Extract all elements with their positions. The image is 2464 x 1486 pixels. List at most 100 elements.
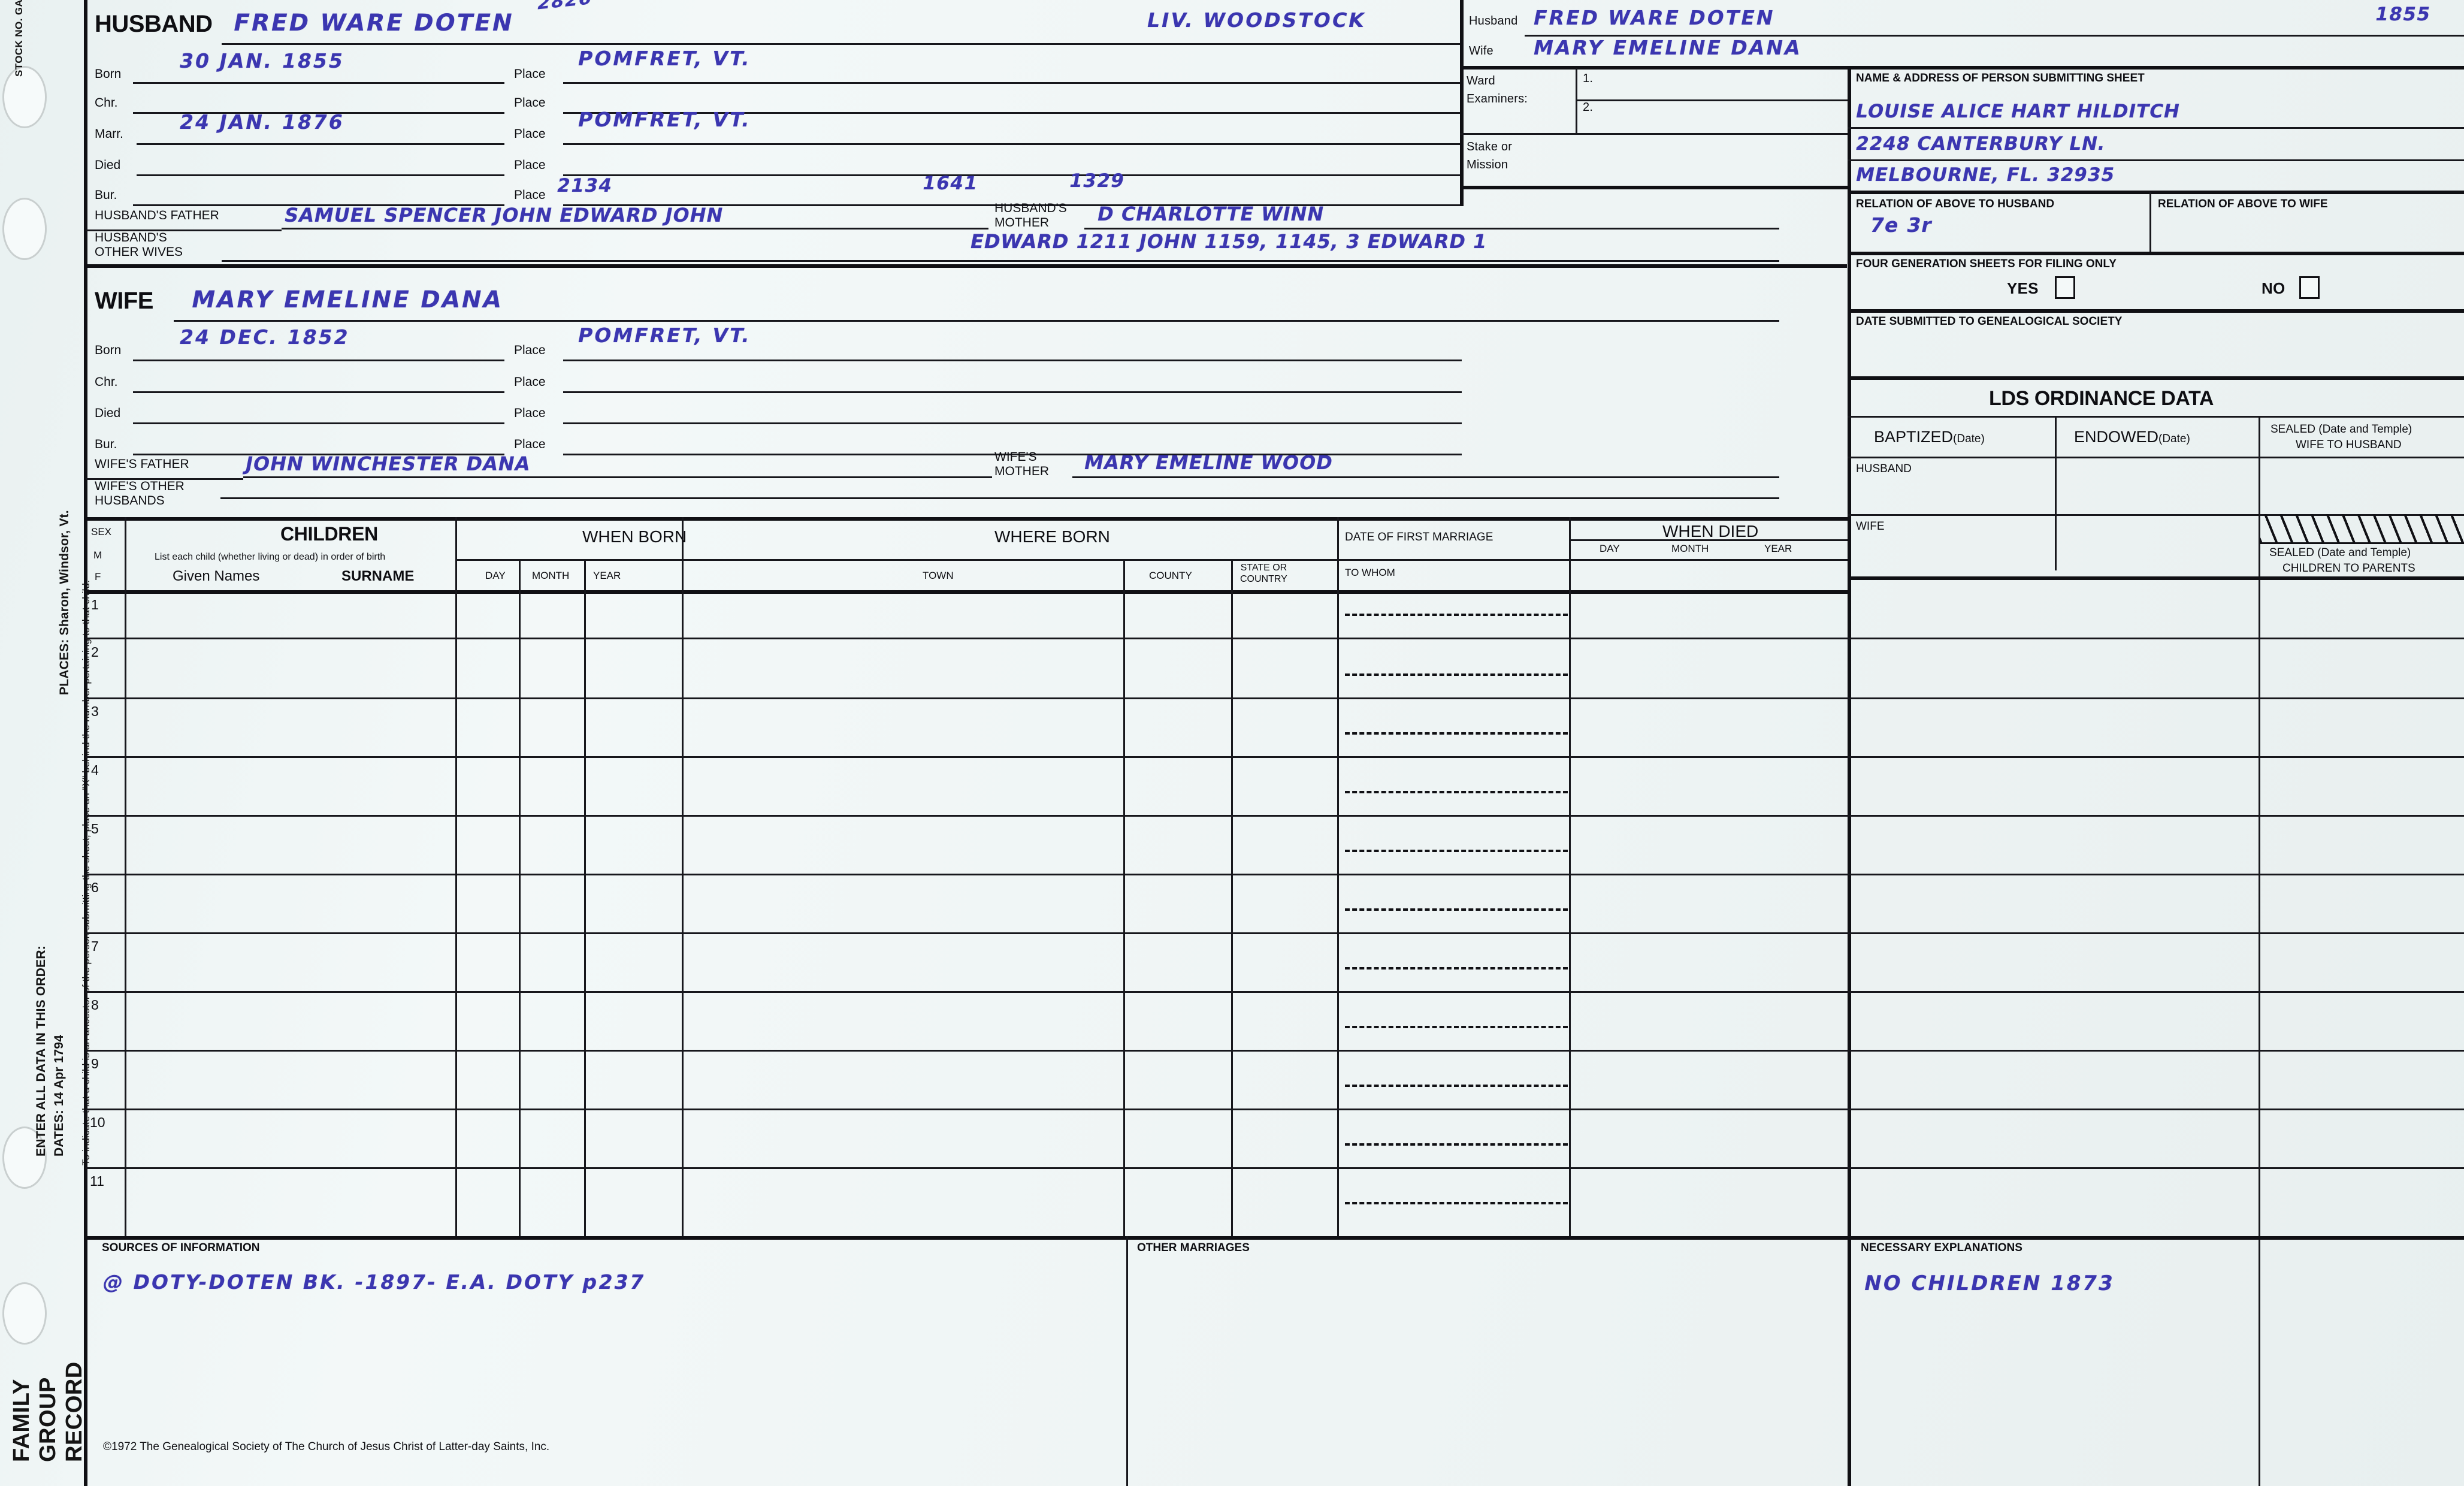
four-generation-yes-label: YES [2007,279,2039,297]
children-sex-label: SEX [91,526,112,537]
husband-section-label: HUSBAND [95,11,213,37]
husband-mother-rule [1084,228,1779,229]
children-surname-label: SURNAME [341,568,415,584]
lds-child-row-rule-1 [1848,638,2464,639]
wife-mother-value: MARY EMELINE WOOD [1082,451,1335,474]
lds-sealed-children-parents-l1: SEALED (Date and Temple) [2269,546,2411,559]
child-row-rule-9 [86,1109,1848,1110]
husband-chr-place-rule [563,112,1462,114]
necessary-explanations-label: NECESSARY EXPLANATIONS [1861,1242,2022,1254]
relation-col-divider [2149,192,2151,252]
lds-header-bottom-rule [1848,457,2464,458]
husband-bur-place-label: Place [514,188,546,202]
husband-chr-label: Chr. [95,96,118,110]
page-left-border [84,0,87,1486]
wife-died-place-label: Place [514,406,546,420]
ward-examiners-label: Ward Examiners: [1467,74,1528,105]
children-table-bottom-rule [86,1236,1848,1240]
relation-row-bottom-rule [1848,252,2464,255]
wife-died-label: Died [95,406,121,420]
husband-father-section-divider [86,229,282,231]
wife-father-section-divider [86,478,243,480]
enter-order-line1: ENTER ALL DATA IN THIS ORDER: [34,946,48,1156]
died-day-header: DAY [1600,543,1620,554]
lds-wife-row-bottom-rule [1848,576,2464,580]
children-given-names-label: Given Names [173,568,260,584]
summary-wife-label: Wife [1469,44,1493,58]
col-divider-born-day [519,559,521,1236]
husband-bur-date-rule [133,204,504,206]
wife-born-label: Born [95,343,122,357]
wife-mother-label: WIFE'S MOTHER [994,450,1049,478]
four-generation-yes-checkbox[interactable] [2055,276,2075,299]
col-divider-county [1231,559,1233,1236]
child-row-rule-1 [86,638,1848,639]
husband-marr-place-label: Place [514,127,546,141]
marriage-date-dash [1345,1085,1568,1087]
stake-mission-label: Stake or Mission [1467,140,1513,171]
date-submitted-label: DATE SUBMITTED TO GENEALOGICAL SOCIETY [1856,315,2123,328]
submitter-label: NAME & ADDRESS OF PERSON SUBMITTING SHEE… [1856,72,2145,84]
marriage-date-dash [1345,791,1568,793]
lds-hatched-block [2260,514,2464,544]
other-marriages-label: OTHER MARRIAGES [1137,1242,1250,1254]
husband-bur-place-note-1: 2134 [555,175,615,197]
enter-order-line2: DATES: 14 Apr 1794 [52,1034,66,1156]
lds-title-bottom-rule [1848,416,2464,418]
to-whom-header: TO WHOM [1345,567,1395,578]
lds-child-row-rule-2 [1848,697,2464,699]
husband-residence-note: LIV. WOODSTOCK [1145,8,1368,32]
summary-husband-rule [1525,35,2464,37]
when-died-header: WHEN DIED [1662,522,1759,540]
lds-child-row-rule-4 [1848,815,2464,817]
lds-child-row-rule-5 [1848,874,2464,875]
col-divider-town [1123,559,1125,1236]
summary-husband-label: Husband [1469,14,1518,28]
marriage-date-dash [1345,732,1568,735]
lds-ordinance-title: LDS ORDINANCE DATA [1989,387,2214,410]
born-county-header: COUNTY [1149,570,1192,581]
lds-row-husband-label: HUSBAND [1856,463,1912,475]
four-generation-label: FOUR GENERATION SHEETS FOR FILING ONLY [1856,258,2117,270]
lds-child-row-rule-6 [1848,932,2464,934]
summary-husband-value: FRED WARE DOTEN [1531,6,1777,29]
child-row-rule-10 [86,1167,1848,1169]
submitter-rule-1 [1848,127,2464,129]
summary-wife-value: MARY EMELINE DANA [1531,36,1804,59]
died-month-header: MONTH [1671,543,1709,554]
copyright-notice: ©1972 The Genealogical Society of The Ch… [103,1440,550,1453]
wife-born-place-value: POMFRET, VT. [576,324,754,347]
wife-name-rule [174,320,1779,322]
lds-endowed-text: ENDOWED [2074,428,2158,446]
wife-born-place-rule [563,360,1462,361]
children-table-top-rule [86,517,1848,521]
wife-bur-place-label: Place [514,437,546,451]
wife-died-place-rule [563,422,1462,424]
husband-died-date-rule [137,174,504,176]
summary-wife-rule [1460,66,2464,70]
lds-sealed-children-parents-l2: CHILDREN TO PARENTS [2282,562,2415,575]
date-first-marriage-header: DATE OF FIRST MARRIAGE [1345,531,1493,543]
marriage-date-dash [1345,967,1568,969]
relation-to-husband-value: 7e 3r [1868,213,1935,237]
wife-chr-place-rule [563,391,1462,393]
lds-baptized-sub: (Date) [1953,433,1985,445]
submitter-line-3: MELBOURNE, FL. 32935 [1854,164,2117,186]
wife-born-date-rule [133,360,504,361]
husband-marr-date-rule [137,143,504,145]
children-subtitle: List each child (whether living or dead)… [155,552,386,562]
wife-chr-place-label: Place [514,375,546,389]
child-row-rule-2 [86,697,1848,699]
sources-of-information-label: SOURCES OF INFORMATION [102,1242,260,1254]
child-row-rule-4 [86,815,1848,817]
col-divider-names [455,517,457,1236]
submitter-line-1: LOUISE ALICE HART HILDITCH [1854,101,2182,122]
born-day-header: DAY [485,570,506,581]
where-born-header: WHERE BORN [994,527,1110,546]
col-divider-state [1337,517,1339,1236]
husband-name-margin-note: 2826 [535,0,594,14]
wife-mother-rule [1072,476,1779,478]
marriage-date-dash [1345,1026,1568,1028]
four-generation-no-checkbox[interactable] [2299,276,2320,299]
